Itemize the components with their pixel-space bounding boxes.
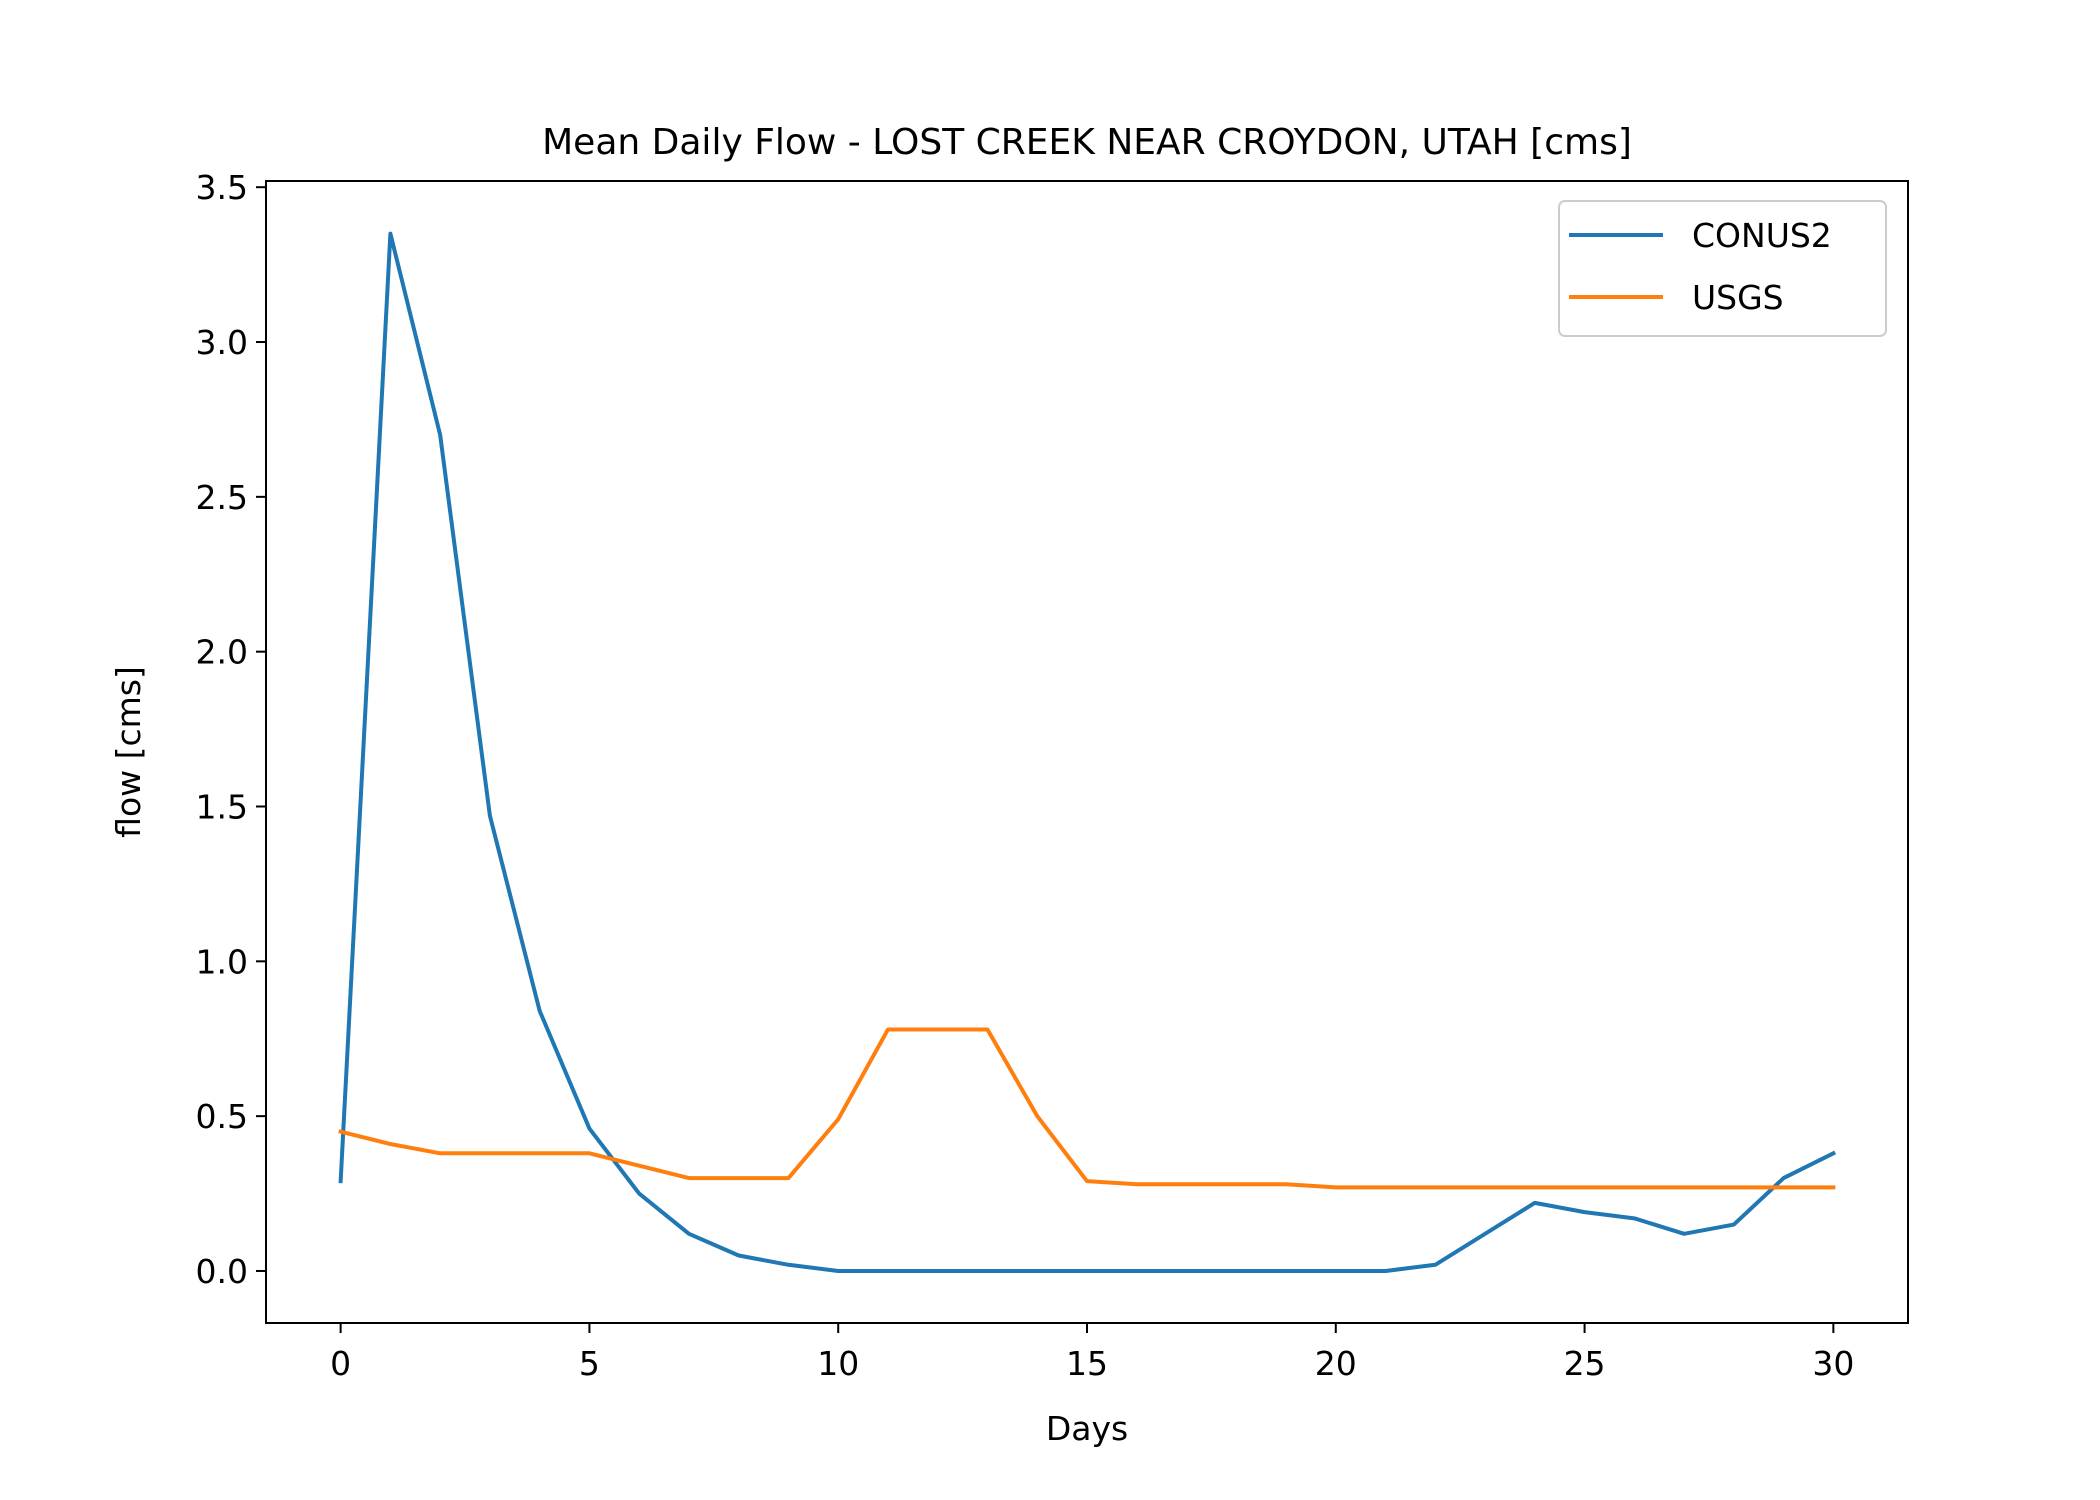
x-axis-label: Days (1046, 1409, 1128, 1448)
legend: CONUS2 USGS (1558, 200, 1887, 337)
series-line-conus2 (338, 231, 1837, 1273)
y-tick-label: 0.5 (196, 1097, 248, 1136)
x-tick-label: 0 (330, 1344, 351, 1383)
x-tick-label: 15 (1066, 1344, 1108, 1383)
x-tick-label: 5 (579, 1344, 600, 1383)
y-tick-label: 2.5 (196, 478, 248, 517)
x-tick-label: 25 (1564, 1344, 1606, 1383)
legend-label-conus2: CONUS2 (1692, 216, 1832, 255)
x-axis-ticks: 0 5 10 15 20 25 30 (330, 1323, 1854, 1383)
y-tick-label: 0.0 (196, 1252, 248, 1291)
y-tick-label: 1.5 (196, 787, 248, 826)
x-tick-label: 20 (1315, 1344, 1357, 1383)
series-line-usgs (338, 1027, 1836, 1190)
x-tick-label: 10 (817, 1344, 859, 1383)
plot-area-frame (265, 180, 1909, 1324)
chart-title: Mean Daily Flow - LOST CREEK NEAR CROYDO… (542, 122, 1632, 163)
y-tick-label: 1.0 (196, 942, 248, 981)
y-tick-label: 3.5 (196, 168, 248, 207)
y-axis-label: flow [cms] (109, 666, 148, 838)
y-axis-ticks: 0.0 0.5 1.0 1.5 2.0 2.5 3.0 3.5 (196, 168, 266, 1291)
y-tick-label: 2.0 (196, 633, 248, 672)
plot-lines (338, 231, 1837, 1273)
y-tick-label: 3.0 (196, 323, 248, 362)
legend-label-usgs: USGS (1692, 278, 1784, 317)
x-tick-label: 30 (1812, 1344, 1854, 1383)
